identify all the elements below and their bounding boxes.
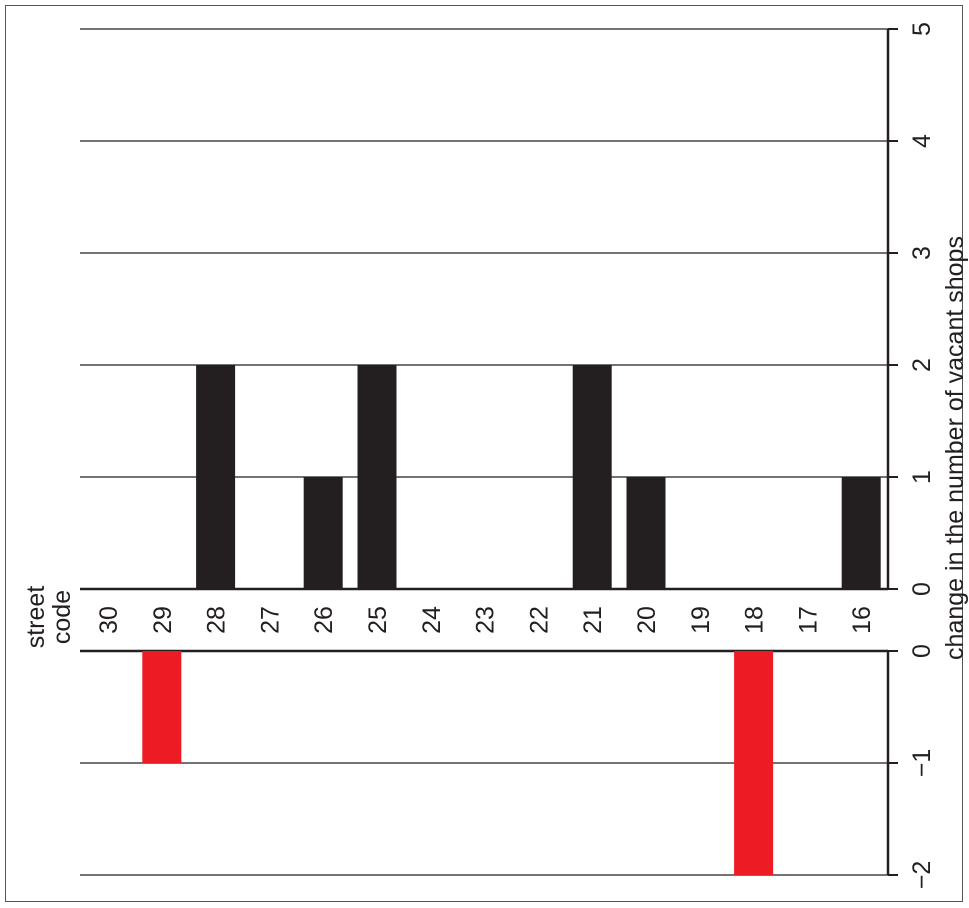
bar-16	[841, 477, 881, 589]
tick-label-upper-4: 4	[908, 134, 936, 148]
bar-18	[734, 651, 774, 875]
tick-label-upper-5: 5	[908, 22, 936, 36]
axis-labels: street code change in the number of vaca…	[22, 236, 969, 660]
bar-20	[626, 477, 666, 589]
tick-label-upper-3: 3	[908, 246, 936, 260]
bar-26	[303, 477, 343, 589]
category-label-19: 19	[687, 606, 715, 634]
value-axis: 0 1 2 3 4 5 0 −1 −2	[886, 22, 936, 890]
tick-label-lower-0: 0	[908, 644, 936, 658]
value-axis-label: change in the number of vacant shops	[941, 236, 969, 660]
tick-label-lower-1: −1	[908, 749, 936, 778]
category-axis-label-line2: code	[48, 590, 76, 644]
category-label-22: 22	[525, 606, 553, 634]
tick-label-upper-0: 0	[908, 582, 936, 596]
tick-label-lower-2: −2	[908, 861, 936, 890]
category-labels: 30 29 28 27 26 25 24 23 22 21 20 19 18 17 16	[95, 606, 876, 634]
bar-29	[142, 651, 182, 763]
category-label-24: 24	[418, 606, 446, 634]
category-label-30: 30	[95, 606, 123, 634]
category-label-25: 25	[364, 606, 392, 634]
category-label-17: 17	[794, 606, 822, 634]
category-label-29: 29	[149, 606, 177, 634]
category-label-23: 23	[472, 606, 500, 634]
category-label-28: 28	[203, 606, 231, 634]
category-label-27: 27	[256, 606, 284, 634]
bar-21	[572, 365, 612, 589]
tick-label-upper-2: 2	[908, 358, 936, 372]
tick-label-upper-1: 1	[908, 470, 936, 484]
bars	[142, 365, 881, 875]
category-label-21: 21	[579, 606, 607, 634]
category-label-16: 16	[848, 606, 876, 634]
bar-28	[196, 365, 236, 589]
bar-25	[357, 365, 397, 589]
category-axis-label-line1: street	[22, 586, 50, 649]
category-label-20: 20	[633, 606, 661, 634]
chart-frame	[5, 5, 963, 902]
category-label-18: 18	[741, 606, 769, 634]
category-label-26: 26	[310, 606, 338, 634]
